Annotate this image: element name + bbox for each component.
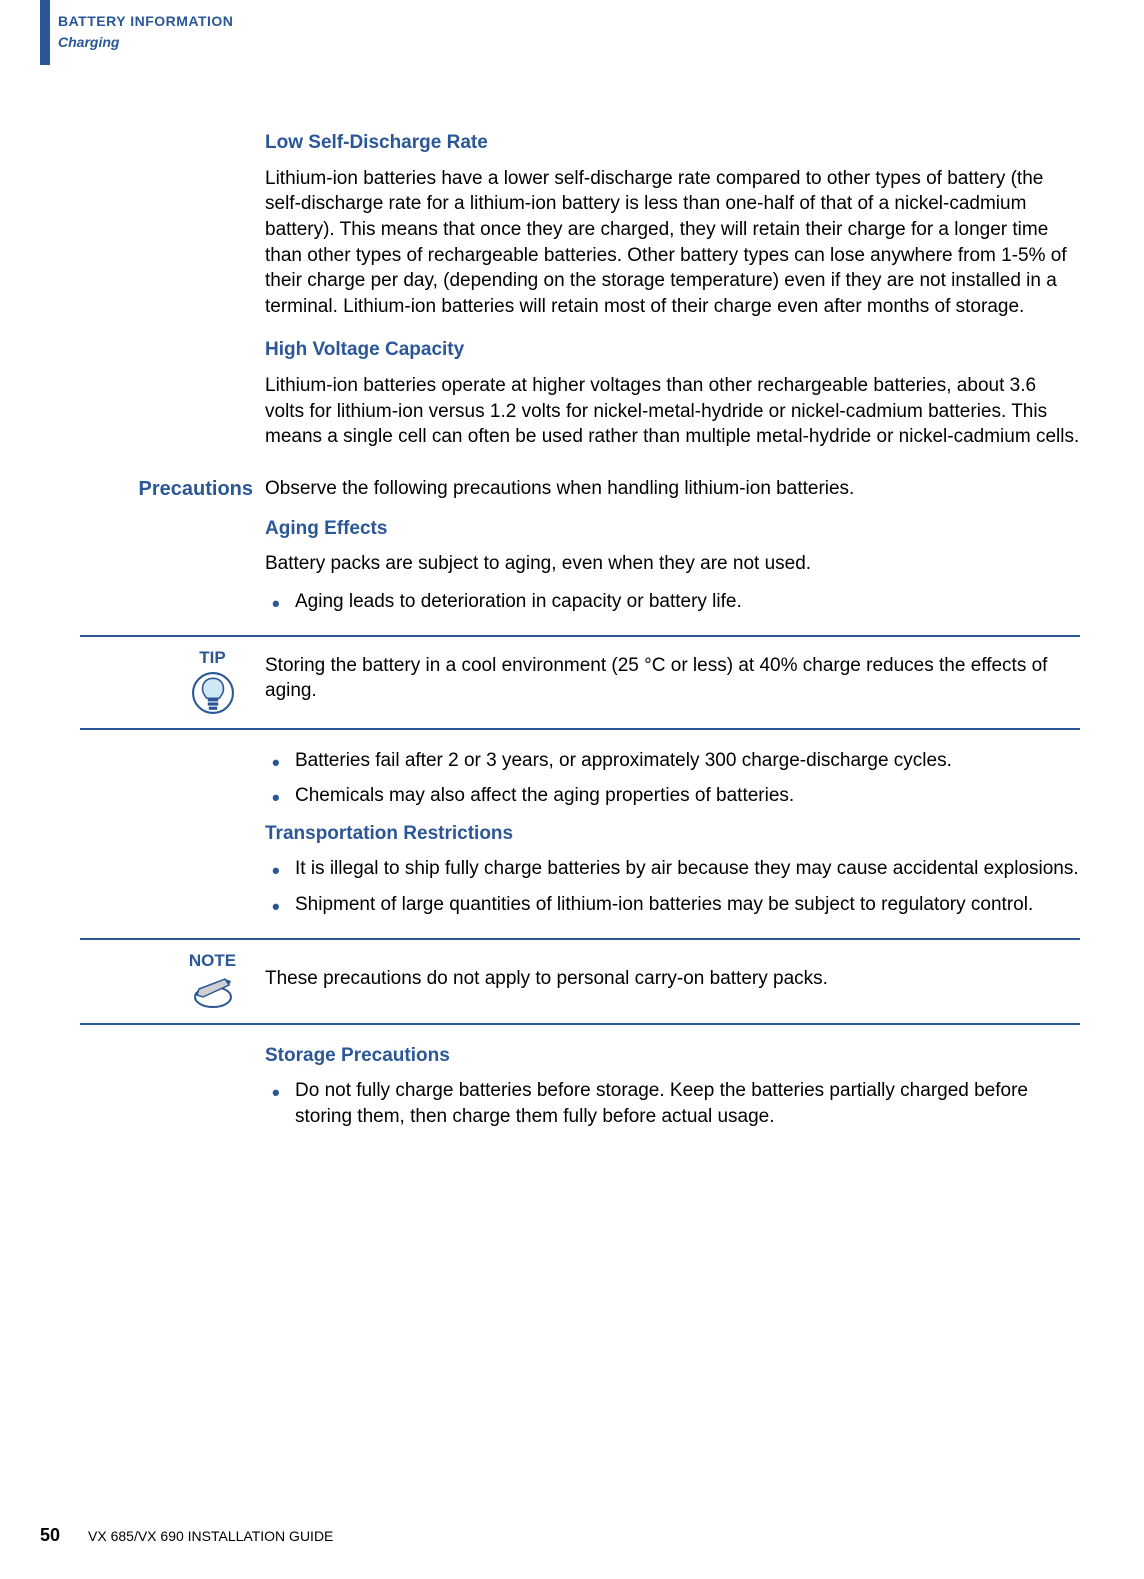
aging-bullet-2: Batteries fail after 2 or 3 years, or ap…	[265, 748, 1080, 774]
page-header: BATTERY INFORMATION Charging	[58, 12, 233, 52]
storage-heading: Storage Precautions	[265, 1043, 1080, 1069]
low-self-discharge-text: Lithium-ion batteries have a lower self-…	[265, 166, 1080, 320]
pencil-note-icon	[191, 975, 235, 1009]
transport-heading: Transportation Restrictions	[265, 821, 1080, 847]
note-callout: NOTE These precautions do not apply to p…	[80, 938, 1080, 1025]
tip-text: Storing the battery in a cool environmen…	[265, 647, 1080, 704]
aging-heading: Aging Effects	[265, 516, 1080, 542]
note-text: These precautions do not apply to person…	[265, 950, 1080, 992]
tip-callout: TIP Storing the battery in a cool enviro…	[80, 635, 1080, 730]
storage-bullet-1: Do not fully charge batteries before sto…	[265, 1078, 1080, 1129]
aging-text: Battery packs are subject to aging, even…	[265, 551, 1080, 577]
page-number: 50	[40, 1523, 60, 1547]
page-footer: 50 VX 685/VX 690 INSTALLATION GUIDE	[40, 1523, 333, 1547]
header-subtitle: Charging	[58, 33, 233, 52]
lightbulb-icon	[192, 672, 234, 714]
aging-bullet-3: Chemicals may also affect the aging prop…	[265, 783, 1080, 809]
header-corner-tab	[40, 0, 50, 65]
high-voltage-text: Lithium-ion batteries operate at higher …	[265, 373, 1080, 450]
precautions-intro: Observe the following precautions when h…	[265, 476, 1080, 502]
transport-bullet-2: Shipment of large quantities of lithium-…	[265, 892, 1080, 918]
aging-bullet-1: Aging leads to deterioration in capacity…	[265, 589, 1080, 615]
page-content: Low Self-Discharge Rate Lithium-ion batt…	[80, 130, 1080, 1150]
transport-bullet-1: It is illegal to ship fully charge batte…	[265, 856, 1080, 882]
note-label: NOTE	[189, 950, 236, 973]
tip-label: TIP	[199, 647, 225, 670]
footer-guide-name: VX 685/VX 690 INSTALLATION GUIDE	[88, 1527, 333, 1546]
low-self-discharge-heading: Low Self-Discharge Rate	[265, 130, 1080, 156]
high-voltage-heading: High Voltage Capacity	[265, 337, 1080, 363]
header-title: BATTERY INFORMATION	[58, 12, 233, 31]
precautions-label: Precautions	[139, 478, 253, 500]
